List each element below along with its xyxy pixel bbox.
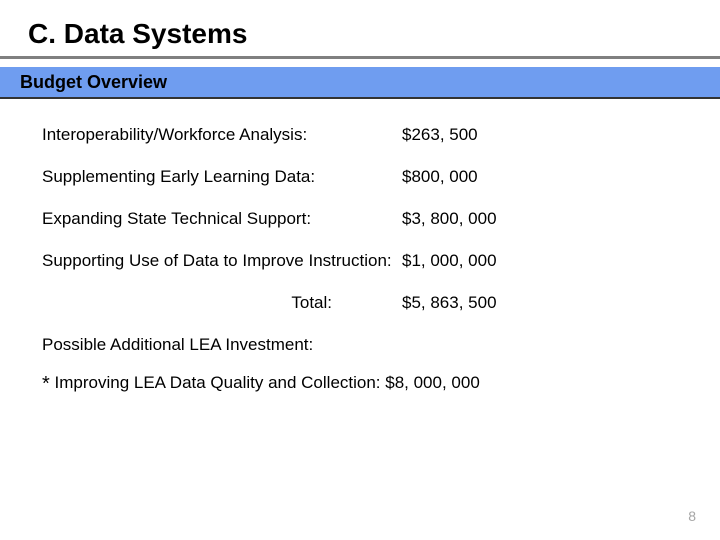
budget-value: $263, 500 — [402, 125, 684, 145]
budget-label: Interoperability/Workforce Analysis: — [42, 125, 402, 145]
subhead-bar: Budget Overview — [0, 67, 720, 97]
budget-row: Expanding State Technical Support: $3, 8… — [42, 209, 684, 229]
total-row: Total: $5, 863, 500 — [42, 293, 684, 313]
footnote: * Improving LEA Data Quality and Collect… — [42, 373, 684, 396]
budget-row: Supporting Use of Data to Improve Instru… — [42, 251, 684, 271]
budget-label: Expanding State Technical Support: — [42, 209, 402, 229]
footnote-star: * — [42, 373, 50, 395]
total-label: Total: — [42, 293, 402, 313]
subhead-text: Budget Overview — [20, 72, 167, 93]
budget-value: $3, 800, 000 — [402, 209, 684, 229]
budget-label: Supplementing Early Learning Data: — [42, 167, 402, 187]
content-area: Interoperability/Workforce Analysis: $26… — [28, 99, 692, 396]
budget-value: $1, 000, 000 — [402, 251, 684, 271]
slide: C. Data Systems Budget Overview Interope… — [0, 0, 720, 540]
budget-row: Supplementing Early Learning Data: $800,… — [42, 167, 684, 187]
additional-investment-label: Possible Additional LEA Investment: — [42, 335, 684, 355]
page-number: 8 — [688, 508, 696, 524]
budget-value: $800, 000 — [402, 167, 684, 187]
page-title: C. Data Systems — [28, 18, 692, 56]
title-underline — [0, 56, 720, 59]
total-value: $5, 863, 500 — [402, 293, 684, 313]
footnote-text: Improving LEA Data Quality and Collectio… — [50, 373, 480, 392]
budget-label: Supporting Use of Data to Improve Instru… — [42, 251, 402, 271]
budget-row: Interoperability/Workforce Analysis: $26… — [42, 125, 684, 145]
